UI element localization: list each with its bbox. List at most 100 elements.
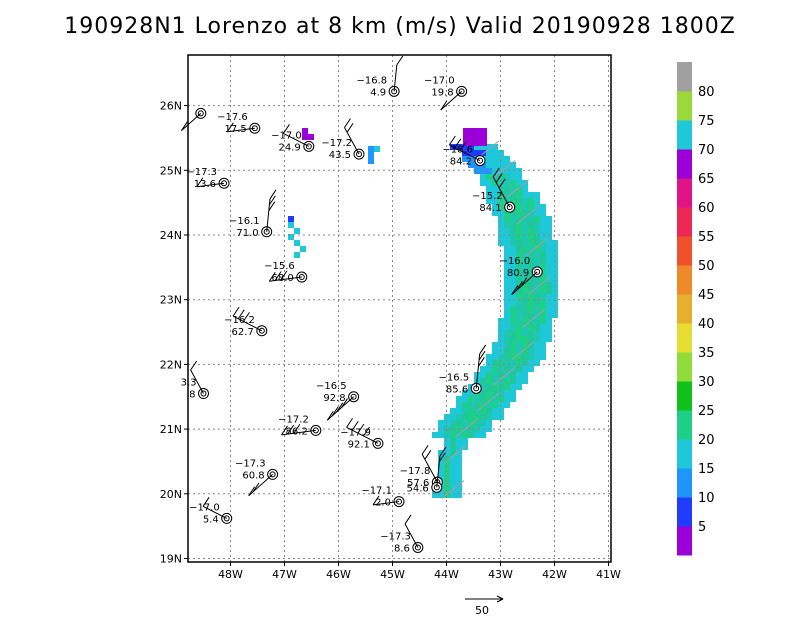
swath-cell xyxy=(534,294,540,300)
swath-cell xyxy=(456,432,462,438)
station-circle-inner xyxy=(197,110,204,117)
swath-cell xyxy=(528,198,534,204)
swath-cell xyxy=(534,258,540,264)
colorbar-segment xyxy=(677,323,692,353)
swath-cell xyxy=(480,390,486,396)
swath-cell xyxy=(474,396,480,402)
swath-cell xyxy=(540,354,546,360)
swath-cell xyxy=(486,384,492,390)
swath-cell xyxy=(438,420,444,426)
swath-cell xyxy=(528,312,534,318)
swath-cell xyxy=(528,258,534,264)
swath-cell xyxy=(516,180,522,186)
swath-cell xyxy=(468,426,474,432)
station-wind-speed: 2.0 xyxy=(375,498,391,509)
wind-barb-feather xyxy=(243,312,250,322)
station-marker: −17.617.5 xyxy=(217,112,261,135)
swath-cell xyxy=(450,492,456,498)
swath-cell xyxy=(462,402,468,408)
swath-cell xyxy=(522,354,528,360)
wind-barb-feather xyxy=(478,357,485,367)
swath-cell xyxy=(504,378,510,384)
swath-cell xyxy=(534,198,540,204)
swath-cell xyxy=(486,198,492,204)
station-wind-speed: 86.2 xyxy=(286,426,308,437)
swath-cell xyxy=(528,252,534,258)
swath-cell xyxy=(474,150,480,156)
swath-cell xyxy=(456,468,462,474)
swath-cell xyxy=(534,324,540,330)
swath-cell xyxy=(522,336,528,342)
station-temperature: −17.9 xyxy=(340,427,371,438)
wind-barb-feather xyxy=(424,450,432,460)
swath-cell xyxy=(528,366,534,372)
swath-cell xyxy=(492,192,498,198)
wind-barb-shaft xyxy=(404,523,419,548)
swath-cell xyxy=(456,450,462,456)
swath-cell xyxy=(540,258,546,264)
swath-cell xyxy=(462,390,468,396)
station-marker: −17.243.5 xyxy=(321,118,365,161)
swath-cell xyxy=(492,162,498,168)
wind-barb-feather xyxy=(440,100,448,111)
swath-cell xyxy=(528,276,534,282)
swath-cell xyxy=(534,342,540,348)
swath-cell xyxy=(510,216,516,222)
swath-cell xyxy=(481,128,487,134)
wind-barb-shaft xyxy=(346,426,379,444)
swath-cell xyxy=(504,222,510,228)
swath-cell xyxy=(288,234,294,240)
colorbar-segment xyxy=(677,120,692,150)
colorbar-label: 50 xyxy=(698,259,715,274)
swath-cell xyxy=(528,228,534,234)
swath-cell xyxy=(463,134,469,140)
wind-barb-feather xyxy=(326,410,334,421)
station-marker: −17.313.6 xyxy=(186,167,230,190)
swath-cell xyxy=(462,144,468,150)
swath-cell xyxy=(486,174,492,180)
swath-cell xyxy=(522,270,528,276)
swath-cell xyxy=(475,134,481,140)
swath-cell xyxy=(528,282,534,288)
swath-cell xyxy=(498,360,504,366)
station-wind-speed: 5.4 xyxy=(203,514,219,525)
swath-cell xyxy=(540,246,546,252)
swath-cell xyxy=(534,300,540,306)
swath-cell xyxy=(522,288,528,294)
colorbar-segment xyxy=(677,91,692,121)
swath-cell xyxy=(504,186,510,192)
station-wind-speed: 13.6 xyxy=(194,179,216,190)
swath-cell xyxy=(522,240,528,246)
wind-barb-shaft xyxy=(440,90,462,111)
swath-cell xyxy=(480,144,486,150)
station-wind-speed: 92.8 xyxy=(323,393,345,404)
swath-cell xyxy=(522,210,528,216)
wind-barb-feather xyxy=(202,497,210,507)
station-marker: 54.6 xyxy=(407,446,447,494)
wind-vector xyxy=(522,316,536,328)
swath-cell xyxy=(540,264,546,270)
colorbar-label: 55 xyxy=(698,230,715,245)
swath-cell xyxy=(438,432,444,438)
swath-cell xyxy=(450,420,456,426)
swath-cell xyxy=(504,240,510,246)
swath-cell xyxy=(546,324,552,330)
swath-cell xyxy=(486,402,492,408)
swath-cell xyxy=(498,366,504,372)
swath-cell xyxy=(540,204,546,210)
swath-cell xyxy=(528,354,534,360)
wind-barb-feather xyxy=(268,201,276,211)
station-marker: −17.38.6 xyxy=(380,514,424,555)
swath-cell xyxy=(462,396,468,402)
swath-cell xyxy=(534,240,540,246)
swath-cell xyxy=(492,396,498,402)
swath-cell xyxy=(528,270,534,276)
swath-cell xyxy=(540,300,546,306)
swath-cell xyxy=(468,390,474,396)
swath-cell xyxy=(462,420,468,426)
swath-cell xyxy=(480,414,486,420)
wind-barb-feather xyxy=(404,514,412,525)
swath-cell xyxy=(492,342,498,348)
swath-cell xyxy=(516,228,522,234)
wind-barb-feather xyxy=(421,444,429,455)
